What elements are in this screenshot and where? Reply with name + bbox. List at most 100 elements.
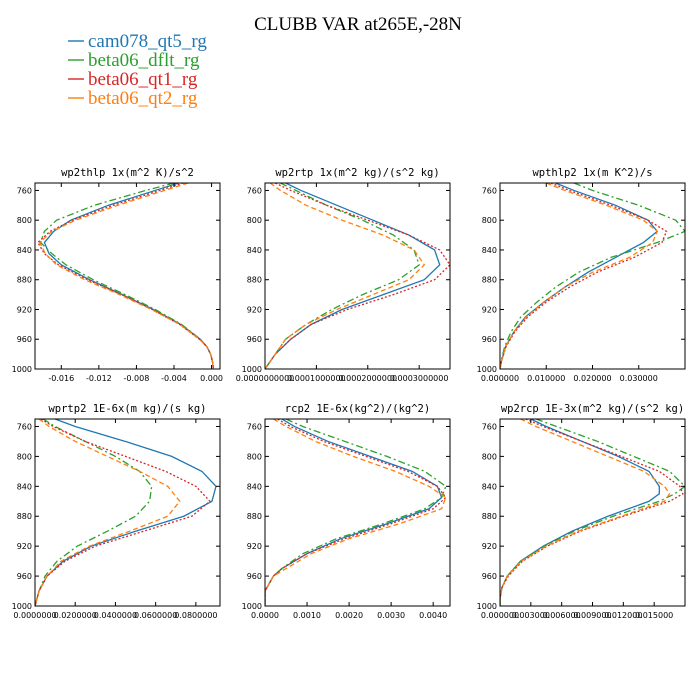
series-line-3 bbox=[265, 419, 447, 606]
y-tick-label: 920 bbox=[482, 305, 497, 314]
y-tick-label: 800 bbox=[482, 452, 497, 461]
series-line-4 bbox=[265, 183, 426, 369]
y-tick-label: 1000 bbox=[12, 365, 32, 374]
x-tick-label: 0.0400000 bbox=[94, 611, 137, 620]
x-tick-label: 0.003000 bbox=[512, 611, 550, 620]
y-tick-label: 840 bbox=[247, 246, 262, 255]
y-tick-label: 960 bbox=[482, 572, 497, 581]
panel-4: wprtp2 1E-6x(m kg)/(s kg) 760 800 840 880 920… bbox=[12, 403, 221, 620]
x-tick-label: -0.004 bbox=[161, 374, 187, 383]
y-tick-label: 960 bbox=[482, 335, 497, 344]
x-tick-label: 0.0010 bbox=[293, 611, 321, 620]
plot-frame bbox=[264, 182, 451, 370]
x-tick-label: 0.000000 bbox=[481, 374, 519, 383]
y-tick-label: 840 bbox=[482, 482, 497, 491]
x-tick-label: 0.0000000000 bbox=[236, 374, 295, 383]
x-tick-label: 0.0030 bbox=[377, 611, 405, 620]
x-tick-label: 0.010000 bbox=[527, 374, 565, 383]
y-tick-label: 800 bbox=[482, 216, 497, 225]
series-line-3 bbox=[36, 183, 215, 369]
y-tick-label: 1000 bbox=[477, 602, 497, 611]
y-tick-label: 1000 bbox=[242, 602, 262, 611]
series-line-2 bbox=[35, 419, 153, 606]
x-tick-label: -0.008 bbox=[124, 374, 150, 383]
y-tick-label: 800 bbox=[247, 452, 262, 461]
x-tick-label: 0.0600000 bbox=[134, 611, 177, 620]
legend-label-2: beta06_dflt_rg bbox=[88, 50, 200, 71]
plot-frame bbox=[499, 418, 686, 607]
y-tick-label: 760 bbox=[247, 186, 262, 195]
y-tick-label: 800 bbox=[17, 216, 32, 225]
y-tick-label: 760 bbox=[17, 422, 32, 431]
series-line-3 bbox=[265, 183, 450, 369]
y-tick-label: 1000 bbox=[242, 365, 262, 374]
y-tick-label: 960 bbox=[17, 572, 32, 581]
y-tick-label: 880 bbox=[247, 276, 262, 285]
y-tick-label: 1000 bbox=[12, 602, 32, 611]
plot-frame bbox=[499, 182, 686, 370]
y-tick-label: 1000 bbox=[477, 365, 497, 374]
series-line-4 bbox=[500, 419, 671, 606]
panel-title: rcp2 1E-6x(kg^2)/(kg^2) bbox=[285, 403, 430, 415]
y-tick-label: 920 bbox=[17, 305, 32, 314]
x-tick-label: 0.0200000 bbox=[54, 611, 97, 620]
panel-title: wp2rtp 1x(m^2 kg)/(s^2 kg) bbox=[275, 167, 439, 179]
y-tick-label: 880 bbox=[482, 512, 497, 521]
x-tick-label: 0.020000 bbox=[573, 374, 611, 383]
y-tick-label: 840 bbox=[17, 482, 32, 491]
x-tick-label: -0.016 bbox=[48, 374, 74, 383]
series-line-4 bbox=[35, 419, 181, 606]
x-tick-label: 0.0000000 bbox=[13, 611, 56, 620]
y-tick-label: 760 bbox=[482, 422, 497, 431]
y-tick-label: 920 bbox=[247, 542, 262, 551]
y-tick-label: 920 bbox=[247, 305, 262, 314]
legend-label-1: cam078_qt5_rg bbox=[88, 31, 207, 52]
x-tick-label: 0.000000 bbox=[481, 611, 519, 620]
plot-frame bbox=[34, 182, 221, 370]
y-tick-label: 960 bbox=[17, 335, 32, 344]
x-tick-label: 0.015000 bbox=[635, 611, 673, 620]
panel-title: wpthlp2 1x(m K^2)/s bbox=[532, 167, 652, 179]
series-line-2 bbox=[500, 419, 685, 606]
x-tick-label: 0.0020 bbox=[335, 611, 363, 620]
series-line-2 bbox=[39, 183, 215, 369]
panel-title: wp2rcp 1E-3x(m^2 kg)/(s^2 kg) bbox=[501, 403, 684, 415]
y-tick-label: 960 bbox=[247, 335, 262, 344]
series-line-3 bbox=[500, 419, 684, 606]
series-line-3 bbox=[500, 183, 668, 369]
legend-label-4: beta06_qt2_rg bbox=[88, 88, 198, 109]
x-tick-label: 0.0000 bbox=[251, 611, 279, 620]
series-line-1 bbox=[35, 419, 217, 606]
panel-1: wp2thlp 1x(m^2 K)/s^2 760 800 840 880 920 960 1… bbox=[12, 167, 223, 383]
y-tick-label: 960 bbox=[247, 572, 262, 581]
x-tick-label: 0.0001000000 bbox=[287, 374, 346, 383]
panels: wp2thlp 1x(m^2 K)/s^2 760 800 840 880 920 960 1… bbox=[12, 167, 686, 620]
y-tick-label: 880 bbox=[17, 276, 32, 285]
y-tick-label: 880 bbox=[17, 512, 32, 521]
panel-6: wp2rcp 1E-3x(m^2 kg)/(s^2 kg) 760 800 840 88… bbox=[477, 403, 686, 620]
y-tick-label: 760 bbox=[247, 422, 262, 431]
panel-title: wprtp2 1E-6x(m kg)/(s kg) bbox=[48, 403, 206, 415]
x-tick-label: 0.006000 bbox=[543, 611, 581, 620]
x-tick-label: -0.012 bbox=[86, 374, 112, 383]
series-line-4 bbox=[38, 183, 215, 369]
legend-label-3: beta06_qt1_rg bbox=[88, 69, 198, 90]
plot-frame bbox=[34, 418, 221, 607]
x-tick-label: 0.0003000000 bbox=[390, 374, 449, 383]
x-tick-label: 0.0040 bbox=[419, 611, 447, 620]
figure-title: CLUBB VAR at265E,-28N bbox=[254, 14, 462, 35]
y-tick-label: 920 bbox=[482, 542, 497, 551]
x-tick-label: 0.0800000 bbox=[174, 611, 217, 620]
series-line-1 bbox=[500, 183, 659, 369]
x-tick-label: 0.0002000000 bbox=[339, 374, 398, 383]
x-tick-label: 0.030000 bbox=[620, 374, 658, 383]
series-line-4 bbox=[500, 183, 659, 369]
y-tick-label: 840 bbox=[482, 246, 497, 255]
y-tick-label: 800 bbox=[247, 216, 262, 225]
x-tick-label: 0.009000 bbox=[573, 611, 611, 620]
y-tick-label: 840 bbox=[247, 482, 262, 491]
y-tick-label: 760 bbox=[482, 186, 497, 195]
y-tick-label: 800 bbox=[17, 452, 32, 461]
plot-frame bbox=[264, 418, 451, 607]
